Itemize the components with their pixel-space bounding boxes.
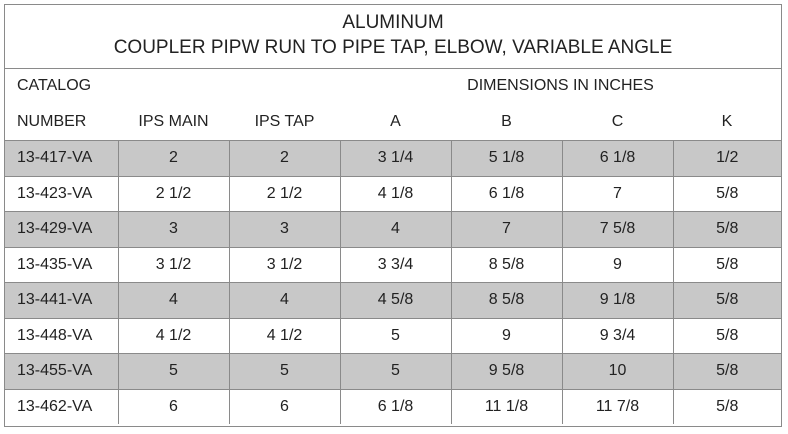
- k-cell: 5/8: [672, 388, 781, 424]
- spec-table-frame: ALUMINUM COUPLER PIPW RUN TO PIPE TAP, E…: [4, 4, 782, 427]
- k-cell: 5/8: [672, 175, 781, 212]
- c-cell: 6 1/8: [561, 140, 674, 177]
- catalog-number-cell: 13-441-VA: [5, 282, 119, 319]
- catalog-number-cell: 13-423-VA: [5, 175, 119, 212]
- k-cell: 5/8: [672, 246, 781, 283]
- a-cell: 3 3/4: [339, 246, 452, 283]
- b-cell: 6 1/8: [450, 175, 563, 212]
- k-cell: 1/2: [672, 140, 781, 177]
- a-cell: 4 5/8: [339, 282, 452, 319]
- ips-main-cell: 3 1/2: [117, 246, 230, 283]
- c-cell: 7 5/8: [561, 211, 674, 248]
- a-cell: 5: [339, 353, 452, 390]
- table-row: 13-441-VA 4 4 4 5/8 8 5/8 9 1/8 5/8: [5, 282, 781, 319]
- ips-main-header: IPS MAIN: [118, 104, 229, 141]
- b-cell: 8 5/8: [450, 282, 563, 319]
- dimensions-header: DIMENSIONS IN INCHES: [467, 77, 654, 94]
- a-cell: 5: [339, 317, 452, 354]
- c-cell: 9: [561, 246, 674, 283]
- k-cell: 5/8: [672, 211, 781, 248]
- header-row-top: CATALOG DIMENSIONS IN INCHES: [5, 68, 781, 104]
- b-cell: 9 5/8: [450, 353, 563, 390]
- table-row: 13-455-VA 5 5 5 9 5/8 10 5/8: [5, 353, 781, 390]
- table-row: 13-448-VA 4 1/2 4 1/2 5 9 9 3/4 5/8: [5, 317, 781, 354]
- catalog-number-cell: 13-429-VA: [5, 211, 119, 248]
- catalog-number-cell: 13-417-VA: [5, 140, 119, 177]
- b-cell: 9: [450, 317, 563, 354]
- ips-tap-cell: 3: [228, 211, 341, 248]
- k-cell: 5/8: [672, 317, 781, 354]
- a-cell: 6 1/8: [339, 388, 452, 424]
- c-cell: 10: [561, 353, 674, 390]
- ips-tap-cell: 2: [228, 140, 341, 177]
- ips-tap-cell: 5: [228, 353, 341, 390]
- ips-main-cell: 2: [117, 140, 230, 177]
- c-cell: 9 1/8: [561, 282, 674, 319]
- ips-tap-header: IPS TAP: [229, 104, 340, 141]
- a-cell: 3 1/4: [339, 140, 452, 177]
- c-cell: 7: [561, 175, 674, 212]
- ips-main-cell: 5: [117, 353, 230, 390]
- ips-main-cell: 6: [117, 388, 230, 424]
- ips-tap-cell: 6: [228, 388, 341, 424]
- number-header: NUMBER: [5, 104, 118, 141]
- c-cell: 11 7/8: [561, 388, 674, 424]
- table-row: 13-423-VA 2 1/2 2 1/2 4 1/8 6 1/8 7 5/8: [5, 175, 781, 212]
- a-cell: 4 1/8: [339, 175, 452, 212]
- ips-tap-cell: 2 1/2: [228, 175, 341, 212]
- table-row: 13-417-VA 2 2 3 1/4 5 1/8 6 1/8 1/2: [5, 140, 781, 177]
- ips-main-cell: 4 1/2: [117, 317, 230, 354]
- k-cell: 5/8: [672, 353, 781, 390]
- catalog-number-cell: 13-448-VA: [5, 317, 119, 354]
- k-header: K: [673, 104, 781, 141]
- ips-main-cell: 3: [117, 211, 230, 248]
- a-cell: 4: [339, 211, 452, 248]
- b-cell: 5 1/8: [450, 140, 563, 177]
- ips-main-cell: 2 1/2: [117, 175, 230, 212]
- ips-main-cell: 4: [117, 282, 230, 319]
- catalog-number-cell: 13-462-VA: [5, 388, 119, 424]
- ips-tap-cell: 4 1/2: [228, 317, 341, 354]
- catalog-number-cell: 13-435-VA: [5, 246, 119, 283]
- k-cell: 5/8: [672, 282, 781, 319]
- catalog-number-cell: 13-455-VA: [5, 353, 119, 390]
- c-header: C: [562, 104, 673, 141]
- material-title: ALUMINUM: [342, 12, 444, 33]
- ips-tap-cell: 4: [228, 282, 341, 319]
- product-title: COUPLER PIPW RUN TO PIPE TAP, ELBOW, VAR…: [113, 37, 673, 58]
- catalog-header: CATALOG: [17, 77, 92, 94]
- table-row: 13-462-VA 6 6 6 1/8 11 1/8 11 7/8 5/8: [5, 388, 781, 424]
- a-header: A: [340, 104, 451, 141]
- title-block: ALUMINUM COUPLER PIPW RUN TO PIPE TAP, E…: [5, 5, 781, 69]
- b-header: B: [451, 104, 562, 141]
- b-cell: 8 5/8: [450, 246, 563, 283]
- b-cell: 7: [450, 211, 563, 248]
- table-row: 13-435-VA 3 1/2 3 1/2 3 3/4 8 5/8 9 5/8: [5, 246, 781, 283]
- ips-tap-cell: 3 1/2: [228, 246, 341, 283]
- c-cell: 9 3/4: [561, 317, 674, 354]
- dimensions-table: CATALOG DIMENSIONS IN INCHES NUMBER IPS …: [5, 68, 781, 424]
- b-cell: 11 1/8: [450, 388, 563, 424]
- table-row: 13-429-VA 3 3 4 7 7 5/8 5/8: [5, 211, 781, 248]
- header-row-columns: NUMBER IPS MAIN IPS TAP A B C K: [5, 104, 781, 141]
